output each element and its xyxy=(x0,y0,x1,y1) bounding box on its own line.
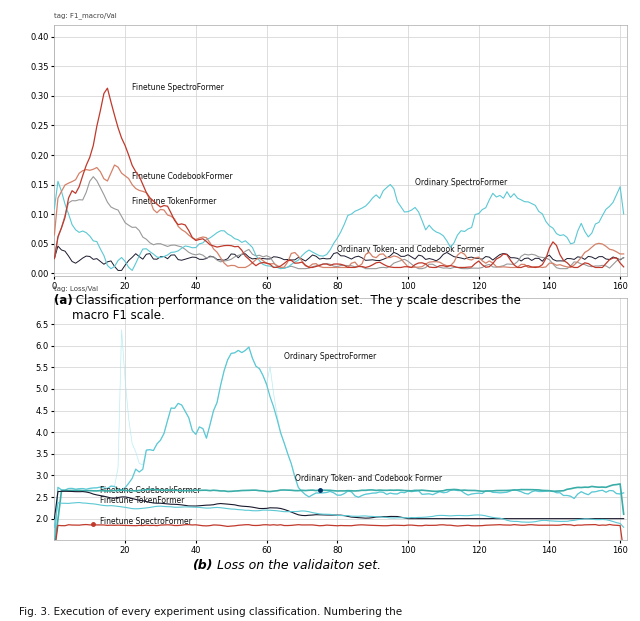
Text: Ordinary SpectroFormer: Ordinary SpectroFormer xyxy=(415,178,508,187)
Text: tag: F1_macro/Val: tag: F1_macro/Val xyxy=(54,12,117,19)
Text: Finetune SpectroFormer: Finetune SpectroFormer xyxy=(132,83,224,92)
Text: Ordinary Token- and Codebook Former: Ordinary Token- and Codebook Former xyxy=(337,245,484,254)
Text: Finetune CodebookFormer: Finetune CodebookFormer xyxy=(132,171,233,181)
Text: Finetune SpectroFormer: Finetune SpectroFormer xyxy=(100,517,192,526)
Text: Classification performance on the validation set.  The y scale describes the
mac: Classification performance on the valida… xyxy=(72,294,521,322)
Text: Loss on the validaiton set.: Loss on the validaiton set. xyxy=(213,559,381,572)
Text: Fig. 3. Execution of every experiment using classification. Numbering the: Fig. 3. Execution of every experiment us… xyxy=(19,607,403,617)
Text: (a): (a) xyxy=(54,294,73,307)
Text: Ordinary Token- and Codebook Former: Ordinary Token- and Codebook Former xyxy=(295,474,442,483)
Text: (b): (b) xyxy=(192,559,212,572)
Text: Finetune TokenFormer: Finetune TokenFormer xyxy=(132,197,216,206)
Text: Finetune CodebookFormer: Finetune CodebookFormer xyxy=(100,486,201,495)
Text: tag: Loss/Val: tag: Loss/Val xyxy=(54,286,99,292)
Text: Finetune TokenFormer: Finetune TokenFormer xyxy=(100,496,185,505)
Text: Ordinary SpectroFormer: Ordinary SpectroFormer xyxy=(284,353,376,361)
